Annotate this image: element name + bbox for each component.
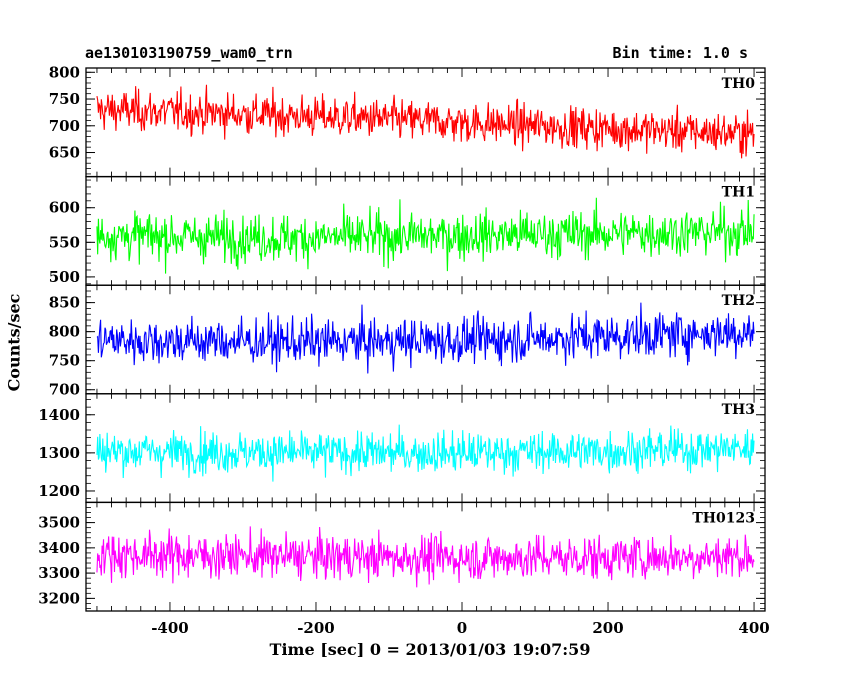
series-line-th0 <box>96 84 755 159</box>
y-tick-label: 700 <box>49 117 80 135</box>
y-tick-label: 3400 <box>38 539 80 557</box>
panel-label-th0: TH0 <box>722 76 756 92</box>
x-tick-label: -200 <box>297 619 335 637</box>
series-line-th3 <box>96 424 755 482</box>
panel-label-th0123: TH0123 <box>692 510 755 526</box>
panel-label-th3: TH3 <box>722 402 755 418</box>
y-tick-label: 550 <box>49 233 80 251</box>
y-tick-label: 650 <box>49 144 80 162</box>
x-tick-label: 400 <box>738 619 769 637</box>
y-tick-label: 800 <box>49 323 80 341</box>
y-tick-label: 3200 <box>38 589 80 607</box>
chart-title: ae130103190759_wam0_trn <box>85 44 293 62</box>
x-tick-label: -400 <box>151 619 189 637</box>
y-tick-label: 750 <box>49 352 80 370</box>
y-tick-label: 500 <box>49 268 80 286</box>
panel-frame-th0123 <box>85 501 766 612</box>
bin-time-label: Bin time: 1.0 s <box>612 44 748 62</box>
panel-label-th1: TH1 <box>722 185 755 201</box>
y-tick-label: 750 <box>49 90 80 108</box>
series-line-th1 <box>96 197 755 274</box>
y-tick-label: 700 <box>49 381 80 399</box>
x-tick-label: 0 <box>457 619 467 637</box>
y-tick-label: 1300 <box>38 444 80 462</box>
y-tick-label: 800 <box>49 63 80 81</box>
x-tick-label: 200 <box>592 619 623 637</box>
y-tick-label: 3300 <box>38 564 80 582</box>
series-line-th2 <box>96 302 755 374</box>
y-tick-label: 3500 <box>38 514 80 532</box>
y-tick-label: 850 <box>49 294 80 312</box>
y-tick-label: 600 <box>49 199 80 217</box>
y-tick-label: 1200 <box>38 482 80 500</box>
y-tick-label: 1400 <box>38 406 80 424</box>
x-axis-label: Time [sec] 0 = 2013/01/03 19:07:59 <box>269 640 591 659</box>
series-line-th0123 <box>96 526 755 588</box>
panel-label-th2: TH2 <box>722 293 755 309</box>
